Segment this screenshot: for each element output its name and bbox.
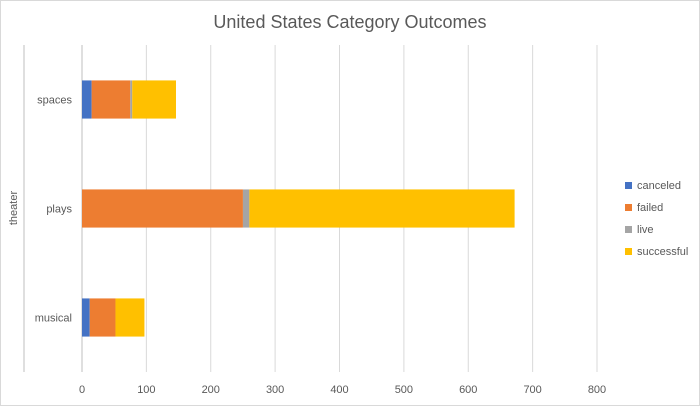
- bar-spaces-failed: [91, 80, 131, 119]
- legend-label: failed: [637, 202, 663, 214]
- category-label: plays: [46, 204, 72, 216]
- legend-swatch-successful: [625, 248, 632, 255]
- chart-title: United States Category Outcomes: [213, 12, 486, 32]
- bar-spaces-canceled: [82, 80, 92, 119]
- legend: canceled failed live successful: [625, 180, 688, 258]
- legend-swatch-canceled: [625, 182, 632, 189]
- bar-plays-failed: [82, 189, 243, 228]
- bar-spaces-successful: [132, 80, 176, 119]
- legend-label: live: [637, 224, 654, 236]
- category-labels: spaces plays musical: [35, 95, 73, 325]
- category-label: spaces: [37, 95, 72, 107]
- legend-label: successful: [637, 246, 688, 258]
- bar-plays-successful: [249, 189, 515, 228]
- category-label: musical: [35, 313, 72, 325]
- bar-musical-canceled: [82, 298, 90, 337]
- group-label: theater: [8, 191, 20, 226]
- legend-swatch-failed: [625, 204, 632, 211]
- bars: [82, 80, 515, 337]
- x-tick-label: 300: [266, 384, 284, 396]
- legend-label: canceled: [637, 180, 681, 192]
- x-tick-label: 800: [588, 384, 606, 396]
- x-tick-label: 600: [459, 384, 477, 396]
- x-tick-label: 500: [395, 384, 413, 396]
- x-tick-label: 200: [202, 384, 220, 396]
- x-axis-ticks: 0 100 200 300 400 500 600 700 800: [79, 384, 606, 396]
- bar-plays-live: [242, 189, 250, 228]
- x-tick-label: 0: [79, 384, 85, 396]
- bar-musical-failed: [89, 298, 116, 337]
- bar-spaces-live: [130, 80, 133, 119]
- x-tick-label: 700: [523, 384, 541, 396]
- x-tick-label: 100: [137, 384, 155, 396]
- legend-swatch-live: [625, 226, 632, 233]
- bar-musical-successful: [115, 298, 145, 337]
- x-tick-label: 400: [330, 384, 348, 396]
